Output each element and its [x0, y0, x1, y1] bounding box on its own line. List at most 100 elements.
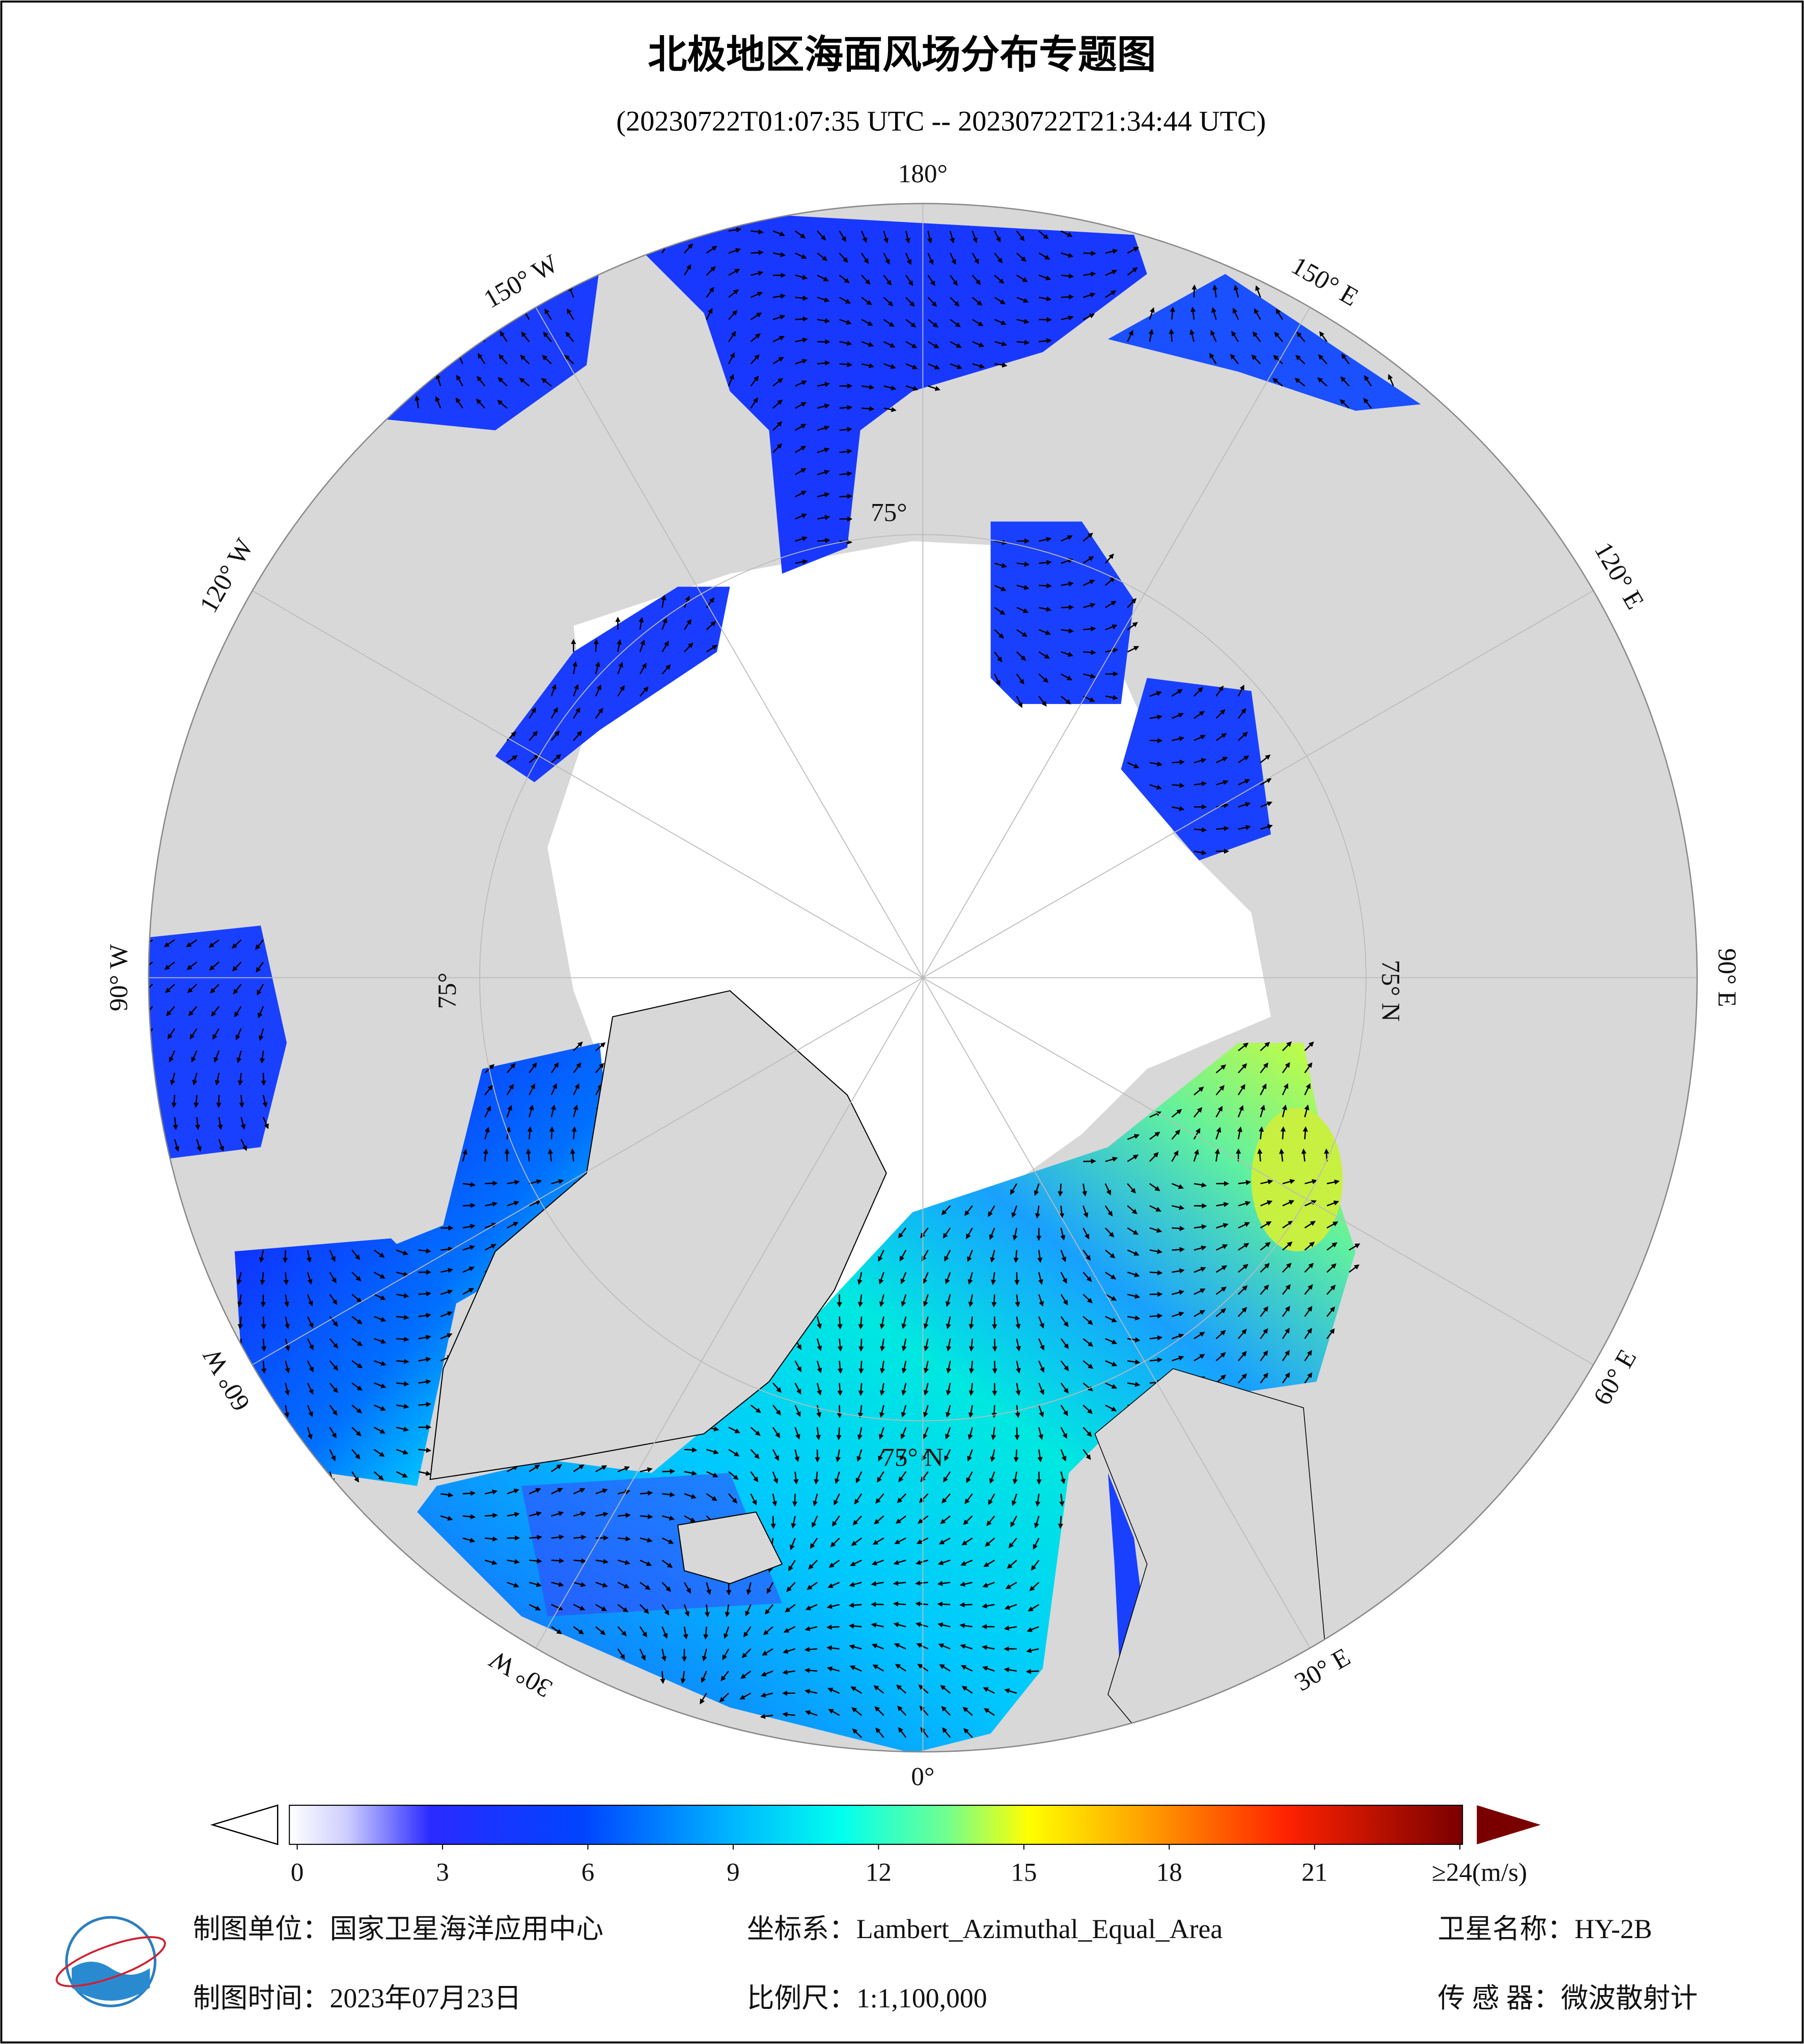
wind-arrow — [1061, 315, 1074, 321]
wind-arrow — [1238, 1243, 1250, 1251]
wind-arrow — [898, 1471, 907, 1482]
wind-arrow — [1170, 306, 1175, 320]
colorbar-tick-label: 18 — [1156, 1858, 1182, 1887]
wind-arrow — [1274, 331, 1283, 343]
wind-arrow — [1035, 1206, 1041, 1219]
wind-arrow — [148, 961, 153, 970]
wind-arrow — [168, 1028, 176, 1040]
wind-arrow — [1238, 1063, 1247, 1074]
wind-arrow — [968, 1294, 974, 1307]
wind-arrow — [968, 1405, 974, 1418]
wind-arrow — [1016, 319, 1030, 324]
wind-arrow — [1191, 284, 1197, 298]
wind-arrow — [550, 1062, 559, 1074]
wind-arrow — [396, 1359, 409, 1364]
wind-arrow — [794, 402, 807, 409]
wind-arrow — [950, 363, 963, 370]
wind-arrow — [795, 252, 807, 259]
wind-arrow — [1105, 1315, 1118, 1323]
wind-arrow — [186, 961, 198, 970]
wind-arrow — [1194, 781, 1207, 787]
wind-arrow — [507, 1559, 520, 1564]
wind-arrow — [684, 1515, 696, 1522]
wind-arrow — [772, 230, 785, 236]
wind-arrow — [684, 642, 693, 653]
wind-arrow — [848, 1623, 862, 1629]
wind-arrow — [788, 1560, 796, 1572]
wind-arrow — [871, 1581, 884, 1586]
wind-arrow — [1194, 1086, 1204, 1096]
wind-arrow — [529, 1104, 534, 1117]
wind-arrow — [772, 1493, 778, 1507]
wind-arrow — [994, 651, 1003, 663]
wind-arrow — [1038, 1383, 1044, 1395]
wind-arrow — [1038, 1272, 1043, 1285]
wind-arrow — [485, 1536, 498, 1542]
wind-arrow — [944, 1449, 951, 1462]
wind-arrow — [329, 1338, 339, 1349]
wind-arrow — [1304, 1372, 1313, 1384]
wind-arrow — [662, 1492, 675, 1497]
wind-arrow — [927, 274, 935, 287]
wind-arrow — [992, 1361, 997, 1374]
wind-arrow — [1083, 1294, 1093, 1304]
wind-arrow — [919, 1705, 929, 1716]
wind-arrow — [950, 253, 956, 265]
wind-arrow — [329, 1272, 337, 1283]
wind-arrow — [1127, 1249, 1140, 1256]
wind-arrow — [484, 1105, 491, 1117]
wind-arrow — [1171, 1150, 1179, 1162]
wind-arrow — [896, 1685, 907, 1694]
wind-arrow — [440, 1311, 453, 1318]
wind-arrow — [786, 1582, 796, 1592]
wind-arrow — [239, 1095, 244, 1108]
wind-arrow — [462, 1182, 476, 1187]
wind-arrow — [878, 1272, 884, 1285]
wind-arrow — [1011, 1493, 1017, 1506]
wind-arrow — [1260, 824, 1273, 830]
wind-arrow — [893, 1559, 906, 1565]
wind-arrow — [551, 1488, 563, 1495]
wind-arrow — [745, 1604, 752, 1617]
wind-arrow — [772, 399, 783, 409]
wind-arrow — [1004, 1667, 1017, 1673]
wind-arrow — [816, 1338, 822, 1352]
wind-arrow — [899, 1249, 907, 1262]
wind-arrow — [766, 1582, 774, 1594]
wind-arrow — [804, 1689, 818, 1694]
wind-arrow — [1216, 1223, 1229, 1229]
wind-arrow — [529, 1534, 542, 1540]
logo-wave — [71, 1962, 150, 2001]
wind-arrow — [1038, 1294, 1044, 1307]
wind-arrow — [837, 1338, 843, 1352]
wind-arrow — [1149, 784, 1162, 790]
wind-arrow — [1304, 1263, 1314, 1273]
wind-arrow — [484, 1127, 490, 1140]
wind-arrow — [1016, 629, 1028, 637]
wind-arrow — [878, 1427, 884, 1440]
wind-arrow — [1149, 1131, 1160, 1140]
wind-arrow — [972, 363, 985, 369]
wind-arrow — [1340, 399, 1350, 409]
wind-arrow — [1061, 535, 1073, 542]
wind-arrow — [440, 1268, 454, 1273]
logo-orbit — [55, 1936, 166, 1987]
wind-arrow — [551, 1604, 564, 1610]
wind-arrow — [1083, 1227, 1090, 1240]
bering-wind — [639, 215, 1147, 574]
wind-arrow — [210, 984, 219, 994]
wind-arrow — [187, 984, 198, 993]
wind-arrow — [837, 1383, 843, 1396]
wind-arrow — [901, 1316, 907, 1329]
wind-arrow — [791, 1516, 796, 1529]
wind-arrow — [943, 1471, 951, 1483]
colorbar-tick-label: 6 — [581, 1858, 595, 1887]
wind-arrow — [1282, 1179, 1295, 1185]
wind-arrow — [959, 1623, 973, 1629]
wind-arrow — [994, 319, 1007, 325]
wind-arrow — [1215, 1106, 1223, 1118]
wind-arrow — [1194, 1332, 1205, 1339]
wind-arrow — [1260, 1263, 1270, 1273]
wind-arrow — [418, 1291, 432, 1297]
wind-arrow — [826, 1666, 840, 1672]
